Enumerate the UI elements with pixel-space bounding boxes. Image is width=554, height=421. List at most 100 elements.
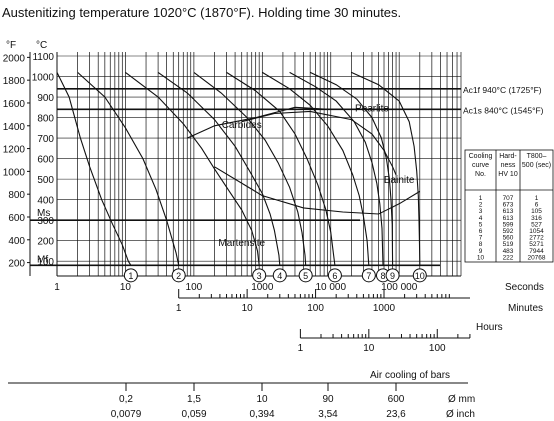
y-unit-label-c: °C bbox=[36, 40, 47, 51]
carbides-boundary bbox=[186, 106, 331, 139]
air-cooling-mm: 600 bbox=[388, 394, 405, 405]
curve-marker-circle bbox=[123, 268, 138, 283]
curve-marker-label: 7 bbox=[366, 271, 371, 281]
table-header: Cooling curve No. bbox=[468, 153, 493, 178]
curve-marker-circle bbox=[171, 268, 186, 283]
x-axis-label-seconds: Seconds bbox=[505, 282, 544, 293]
cooling-curve-10 bbox=[351, 71, 421, 266]
curve-marker-label: 5 bbox=[303, 271, 308, 281]
table-cell: 707 bbox=[503, 195, 514, 202]
table-cell: 2772 bbox=[529, 235, 544, 242]
table-cell: 613 bbox=[503, 208, 514, 215]
table-cell: 592 bbox=[503, 228, 514, 235]
x-tick-minutes: 1 bbox=[176, 303, 182, 314]
bainite-boundary bbox=[214, 166, 421, 215]
table-cell: 519 bbox=[503, 241, 514, 248]
y-tick-c: 700 bbox=[37, 134, 54, 145]
x-tick-hours: 1 bbox=[298, 343, 304, 354]
reference-line-label: Ac1f 940°C (1725°F) bbox=[463, 85, 542, 95]
table-cell: 222 bbox=[503, 254, 514, 261]
table-cell: 7 bbox=[479, 235, 483, 242]
table-cell: 599 bbox=[503, 221, 514, 228]
y-tick-f: 1200 bbox=[3, 145, 26, 156]
curve-marker-label: 9 bbox=[390, 271, 395, 281]
table-header: T800–500 (sec) bbox=[521, 153, 552, 169]
table-cell: 5271 bbox=[529, 241, 544, 248]
table-header-box: Cooling curve No. bbox=[468, 153, 493, 178]
cooling-curve-4 bbox=[157, 71, 281, 266]
table-cell: 4 bbox=[479, 215, 483, 222]
region-label: Pearlite bbox=[355, 103, 389, 114]
cooling-curve-2 bbox=[77, 71, 180, 266]
curve-marker-circle bbox=[298, 268, 313, 283]
cooling-curve-7 bbox=[262, 71, 370, 266]
x-tick-seconds: 1 bbox=[54, 282, 60, 293]
region-label: Carbides bbox=[222, 120, 262, 131]
y-tick-c: 800 bbox=[37, 114, 54, 125]
curve-marker-label: 4 bbox=[277, 271, 282, 281]
y-tick-c: 1000 bbox=[32, 73, 55, 84]
y-unit-label-f: °F bbox=[6, 40, 16, 51]
y-tick-c: 100 bbox=[37, 257, 54, 268]
y-tick-f: 400 bbox=[8, 236, 25, 247]
region-label: Bainite bbox=[384, 175, 415, 186]
x-tick-minutes: 1000 bbox=[373, 303, 396, 314]
air-cooling-mm: 1,5 bbox=[187, 394, 201, 405]
table-header-box: Hard-ness HV 10 bbox=[498, 153, 517, 178]
table-cell: 7944 bbox=[529, 248, 544, 255]
air-cooling-inch: 3,54 bbox=[318, 409, 338, 420]
reference-line-label: Ac1s 840°C (1545°F) bbox=[463, 105, 544, 115]
table-cell: 6 bbox=[479, 228, 483, 235]
table-cell: 8 bbox=[479, 241, 483, 248]
chart-title: Austenitizing temperature 1020°C (1870°F… bbox=[2, 5, 401, 20]
cooling-curve-6 bbox=[226, 71, 336, 266]
air-cooling-inch-unit: Ø inch bbox=[446, 409, 475, 420]
table-cell: 483 bbox=[503, 248, 514, 255]
y-tick-c: 900 bbox=[37, 93, 54, 104]
x-tick-seconds: 10 bbox=[120, 282, 132, 293]
x-axis-label-hours: Hours bbox=[476, 322, 503, 333]
curve-marker-label: 2 bbox=[176, 271, 181, 281]
air-cooling-mm: 90 bbox=[322, 394, 334, 405]
x-tick-hours: 100 bbox=[429, 343, 446, 354]
y-tick-c: 300 bbox=[37, 216, 54, 227]
curve-marker-circle bbox=[327, 268, 342, 283]
y-tick-f: 1400 bbox=[3, 122, 26, 133]
air-cooling-inch: 0,0079 bbox=[111, 409, 142, 420]
air-cooling-mm: 0,2 bbox=[119, 394, 133, 405]
y-tick-f: 800 bbox=[8, 190, 25, 201]
table-cell: 10 bbox=[477, 254, 485, 261]
y-tick-c: 1100 bbox=[32, 52, 54, 63]
table-cell: 2 bbox=[479, 202, 483, 209]
y-tick-c: 400 bbox=[37, 196, 54, 207]
curve-marker-circle bbox=[272, 268, 287, 283]
y-tick-c: 200 bbox=[37, 237, 54, 248]
table-cell: 6 bbox=[535, 202, 539, 209]
ms-label: Ms bbox=[37, 208, 50, 219]
cooling-curve-5 bbox=[193, 71, 307, 266]
y-tick-f: 1000 bbox=[3, 167, 26, 178]
table-cell: 316 bbox=[531, 215, 542, 222]
y-tick-f: 200 bbox=[8, 259, 25, 270]
cooling-curve-1 bbox=[56, 72, 132, 266]
table-cell: 105 bbox=[531, 208, 542, 215]
y-tick-f: 2000 bbox=[3, 53, 26, 64]
table-cell: 20768 bbox=[527, 254, 545, 261]
region-label: Martensite bbox=[218, 238, 265, 249]
table-cell: 3 bbox=[479, 208, 483, 215]
curve-marker-label: 8 bbox=[380, 271, 385, 281]
air-cooling-mm-unit: Ø mm bbox=[448, 394, 475, 405]
x-tick-seconds: 10 000 bbox=[315, 282, 346, 293]
air-cooling-inch: 0,059 bbox=[181, 409, 206, 420]
table-cell: 673 bbox=[503, 202, 514, 209]
y-tick-f: 1800 bbox=[3, 76, 26, 87]
table-cell: 613 bbox=[503, 215, 514, 222]
table-header-box: T800–500 (sec) bbox=[521, 153, 552, 169]
cooling-curve-3 bbox=[125, 71, 260, 266]
table-cell: 560 bbox=[503, 235, 514, 242]
cooling-table bbox=[464, 149, 554, 263]
table-cell: 1 bbox=[479, 195, 483, 202]
x-tick-seconds: 100 000 bbox=[381, 282, 418, 293]
y-tick-f: 1600 bbox=[3, 99, 26, 110]
